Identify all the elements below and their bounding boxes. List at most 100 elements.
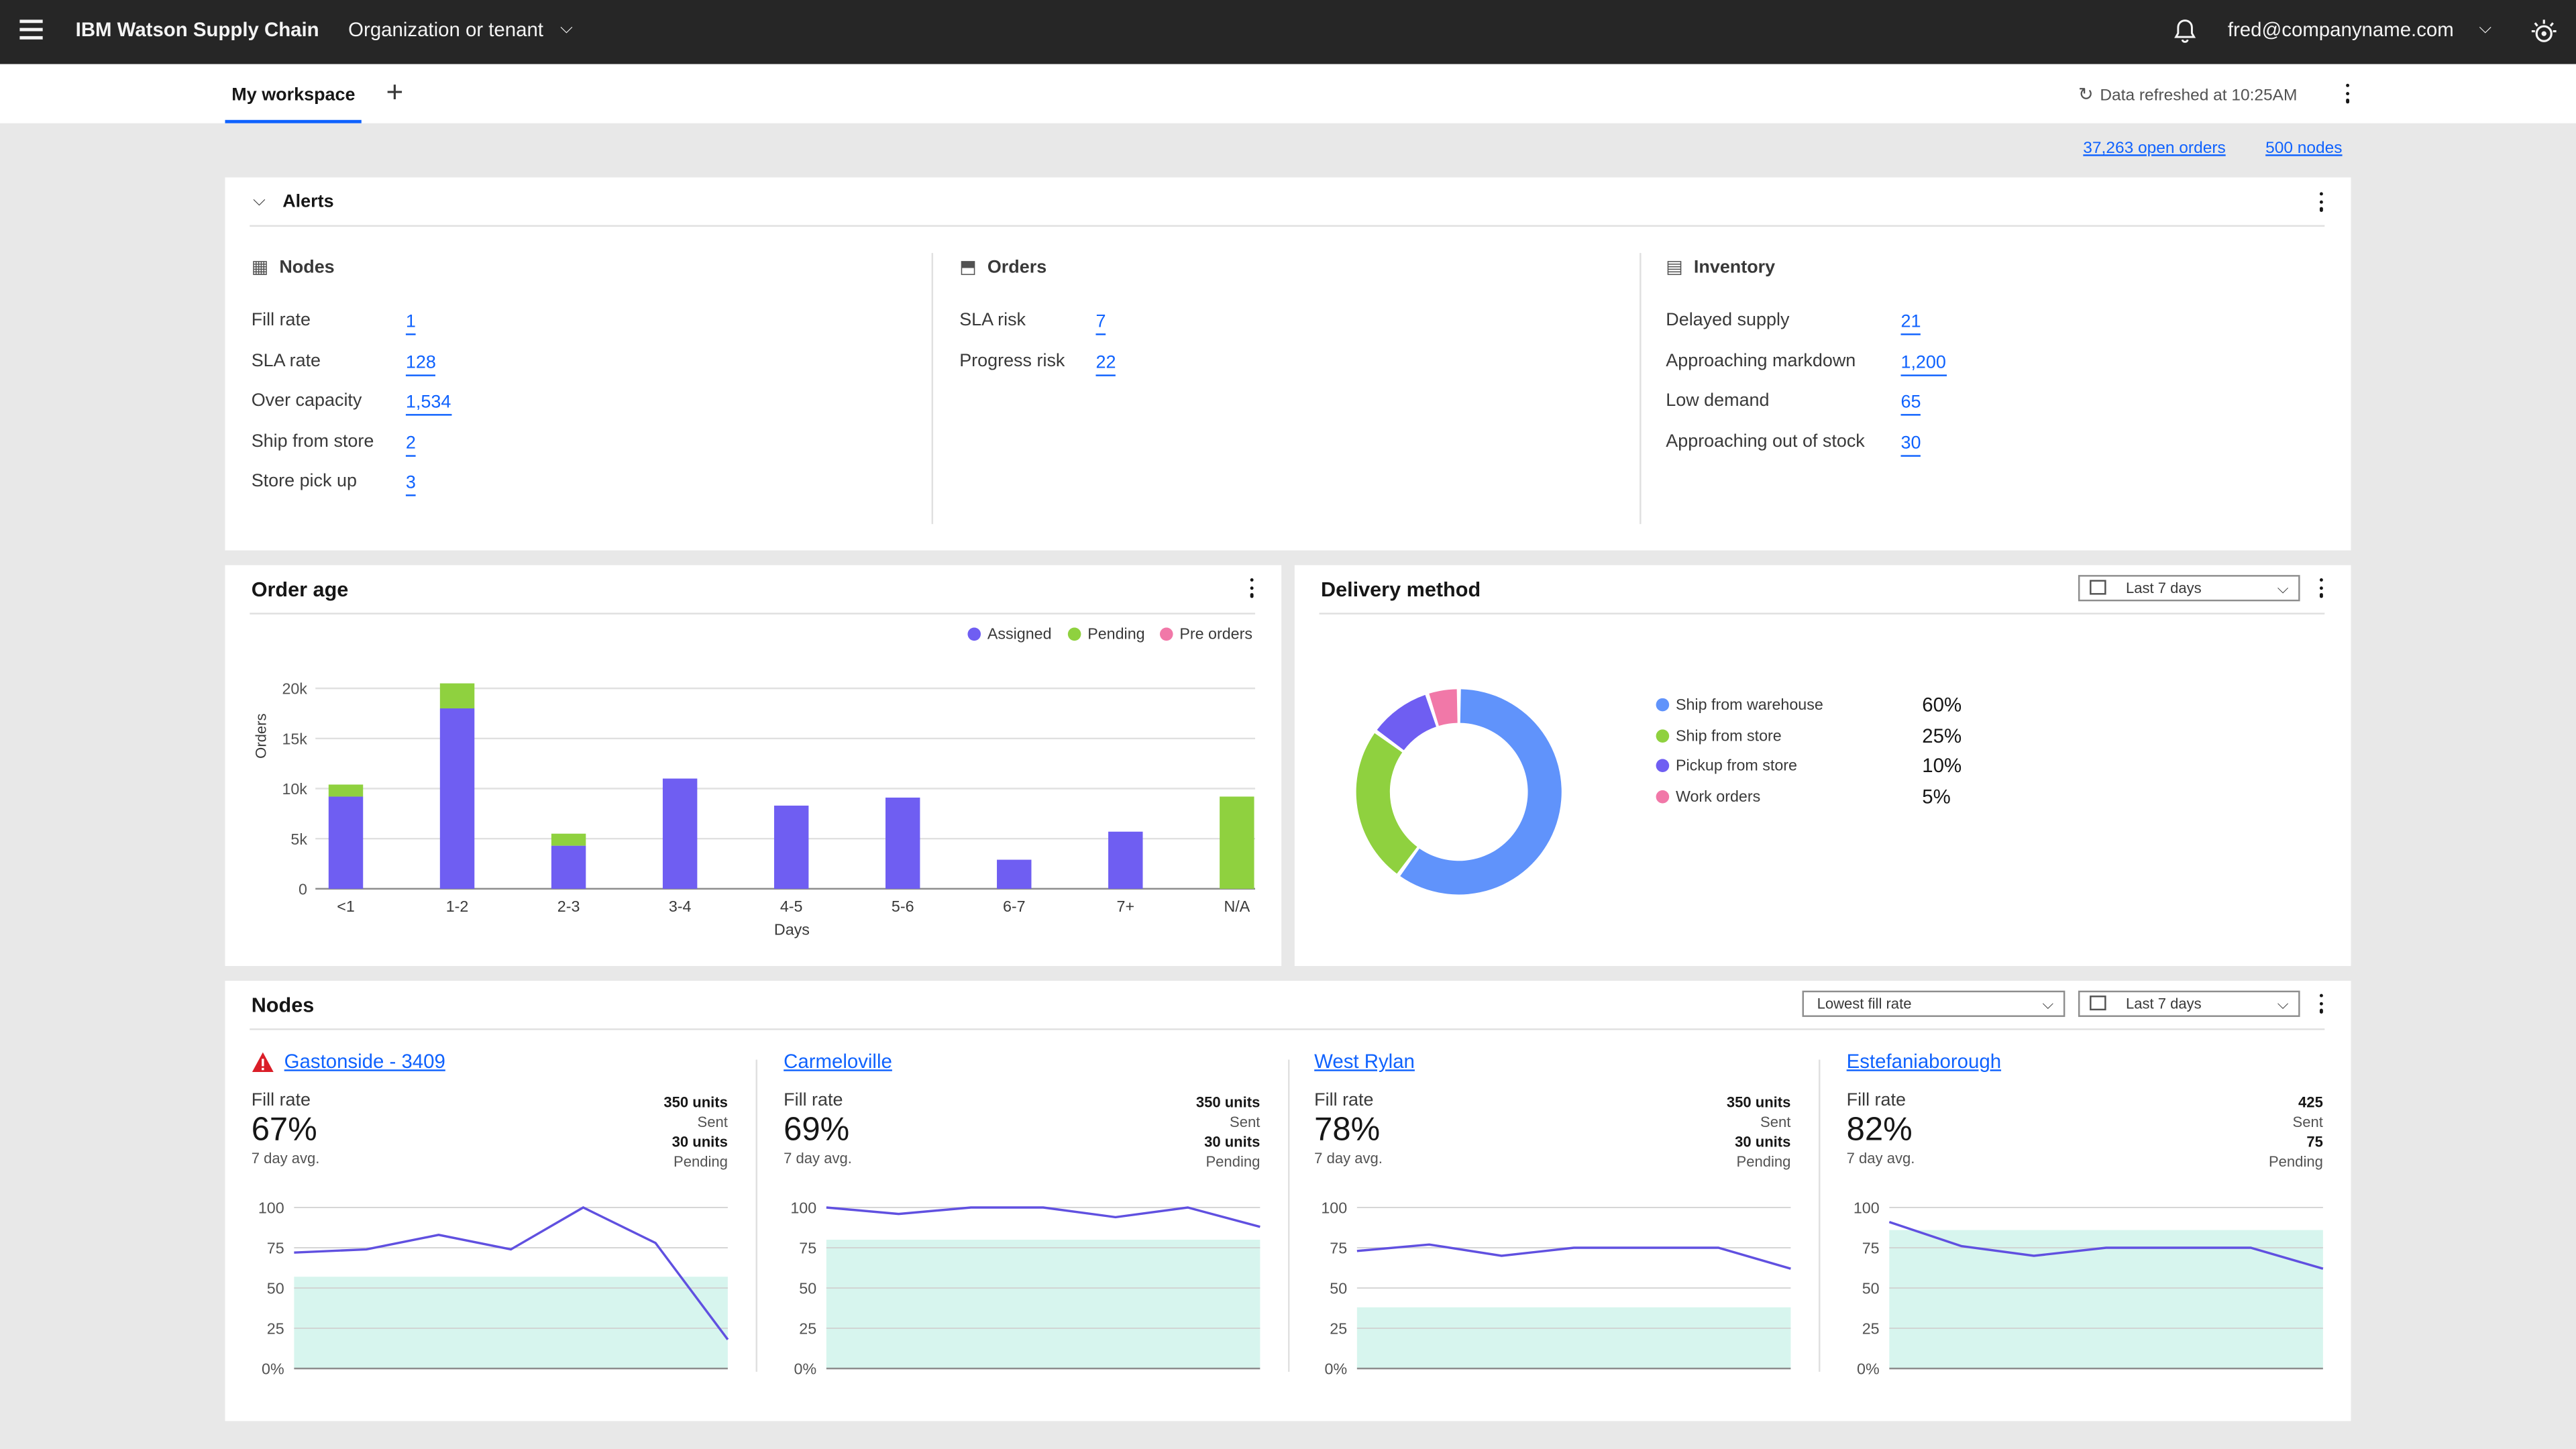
sent-label: Sent — [1230, 1113, 1260, 1130]
fill-rate-line-chart: 100 75 50 25 0% — [258, 1199, 729, 1378]
sent-label: Sent — [1760, 1113, 1791, 1130]
nodes-overflow-menu-icon[interactable] — [2316, 994, 2326, 1017]
alert-count-link[interactable]: 1,200 — [1900, 351, 1946, 376]
donut-legend-item[interactable]: Ship from warehouse — [1656, 696, 1823, 714]
calendar-icon — [2090, 580, 2106, 595]
menu-icon[interactable] — [19, 19, 43, 42]
chevron-down-icon[interactable]: ⌵ — [560, 19, 573, 38]
nodes-sort-dropdown[interactable]: Lowest fill rate ⌵ — [1802, 990, 2065, 1017]
app-title[interactable]: IBM Watson Supply Chain — [75, 17, 319, 42]
chevron-down-icon: ⌵ — [2042, 996, 2054, 1012]
delivery-overflow-menu-icon[interactable] — [2316, 578, 2326, 601]
alert-count-link[interactable]: 7 — [1095, 311, 1106, 335]
alert-label: Ship from store — [251, 431, 374, 451]
fill-rate-line — [1356, 1243, 1791, 1270]
warning-mark — [262, 1059, 264, 1067]
fill-rate-value: 78% — [1314, 1112, 1381, 1148]
donut-legend-item[interactable]: Ship from store — [1656, 727, 1782, 745]
donut-slice-ship-from-store — [1356, 733, 1417, 874]
legend-pre-orders[interactable]: Pre orders — [1159, 626, 1253, 645]
fill-rate-label: Fill rate — [784, 1091, 843, 1111]
avg-label: 7 day avg. — [784, 1150, 852, 1167]
alert-count-link[interactable]: 2 — [405, 431, 416, 456]
open-orders-link[interactable]: 37,263 open orders — [2083, 140, 2226, 158]
slice-value-label: 5% — [1922, 785, 1951, 809]
alert-label: Progress risk — [959, 350, 1065, 371]
alerts-orders-section-title: ⬒ Orders — [959, 256, 1046, 277]
divider — [755, 1059, 757, 1372]
y-tick-label: 5k — [290, 830, 307, 848]
divider — [1288, 1059, 1290, 1372]
node-name-link[interactable]: Carmeloville — [784, 1049, 892, 1073]
archive-box-icon: ▤ — [1666, 258, 1683, 278]
fill-rate-value: 69% — [784, 1112, 850, 1148]
bar-assigned — [662, 778, 698, 889]
delivery-method-title: Delivery method — [1320, 578, 1481, 602]
pending-units-value: 30 units — [672, 1133, 728, 1150]
y-tick-label: 10k — [282, 780, 307, 798]
section-title-text: Nodes — [279, 258, 335, 278]
refresh-icon[interactable]: ↻ — [2078, 85, 2094, 105]
alerts-overflow-menu-icon[interactable] — [2316, 192, 2326, 215]
units-summary: 425 Sent 75 Pending — [2269, 1094, 2323, 1171]
nodes-count-link[interactable]: 500 nodes — [2265, 140, 2343, 158]
nodes-date-range-dropdown[interactable]: Last 7 days ⌵ — [2078, 990, 2300, 1017]
collapse-chevron-icon[interactable]: ⌵ — [253, 192, 266, 211]
alert-count-link[interactable]: 128 — [405, 351, 436, 376]
pending-label: Pending — [1736, 1152, 1791, 1169]
legend-label: Pickup from store — [1675, 757, 1797, 776]
legend-label: Pre orders — [1179, 626, 1253, 645]
delivery-date-range-dropdown[interactable]: Last 7 days ⌵ — [2078, 575, 2300, 602]
warning-icon — [252, 1052, 274, 1072]
x-tick-label: 3-4 — [669, 898, 692, 915]
donut-legend-item[interactable]: Work orders — [1656, 789, 1760, 807]
alert-label: Over capacity — [251, 390, 362, 411]
alert-label: SLA rate — [251, 350, 321, 371]
user-account-menu[interactable]: fred@companyname.com — [2227, 17, 2454, 42]
notification-bell-icon[interactable] — [2172, 18, 2198, 44]
alert-count-link[interactable]: 3 — [405, 472, 416, 496]
legend-label: Pending — [1087, 626, 1145, 645]
y-tick-label: 100 — [258, 1199, 284, 1217]
add-tab-button[interactable]: + — [386, 75, 404, 109]
alert-count-link[interactable]: 21 — [1900, 311, 1921, 335]
donut-slice-pickup-from-store — [1377, 694, 1436, 751]
nodes-title: Nodes — [251, 994, 315, 1017]
alert-count-link[interactable]: 1 — [405, 311, 416, 335]
sent-units-value: 350 units — [1726, 1094, 1791, 1111]
alert-count-link[interactable]: 65 — [1900, 391, 1921, 416]
legend-assigned[interactable]: Assigned — [967, 626, 1052, 644]
node-name-link[interactable]: Estefaniaborough — [1846, 1049, 2002, 1073]
alert-count-link[interactable]: 30 — [1900, 431, 1921, 456]
watson-logo-icon[interactable] — [2530, 18, 2558, 46]
alert-count-link[interactable]: 22 — [1095, 351, 1116, 376]
donut-legend-item[interactable]: Pickup from store — [1656, 758, 1797, 776]
chevron-down-icon: ⌵ — [2277, 580, 2289, 596]
alert-count-link[interactable]: 1,534 — [405, 391, 451, 416]
alert-label: Store pick up — [251, 471, 357, 492]
chevron-down-icon[interactable]: ⌵ — [2479, 19, 2492, 38]
bar-pending — [551, 833, 586, 846]
order-age-overflow-menu-icon[interactable] — [1247, 578, 1257, 601]
divider — [250, 612, 1256, 614]
x-tick-label: 1-2 — [446, 898, 469, 915]
avg-label: 7 day avg. — [1314, 1150, 1383, 1167]
y-tick-label: 25 — [799, 1320, 816, 1338]
node-name-link[interactable]: Gastonside - 3409 — [284, 1049, 445, 1073]
y-tick-label: 75 — [1330, 1240, 1347, 1257]
legend-pending[interactable]: Pending — [1067, 626, 1145, 645]
avg-label: 7 day avg. — [251, 1150, 320, 1167]
slice-value-label: 60% — [1922, 693, 1962, 716]
y-tick-label: 50 — [799, 1280, 816, 1297]
x-tick-label: 5-6 — [892, 898, 914, 915]
bar-assigned — [997, 859, 1032, 889]
data-refreshed-status[interactable]: ↻ Data refreshed at 10:25AM — [2078, 84, 2297, 105]
tenant-selector[interactable]: Organization or tenant — [348, 17, 544, 42]
workspace-overflow-menu-icon[interactable] — [2343, 83, 2353, 107]
pending-label: Pending — [2268, 1152, 2323, 1169]
tab-my-workspace[interactable]: My workspace — [225, 64, 362, 123]
y-tick-label: 50 — [267, 1280, 284, 1297]
node-name-link[interactable]: West Rylan — [1314, 1049, 1415, 1073]
fill-rate-value: 82% — [1846, 1112, 1913, 1148]
legend-dot — [1656, 698, 1670, 712]
